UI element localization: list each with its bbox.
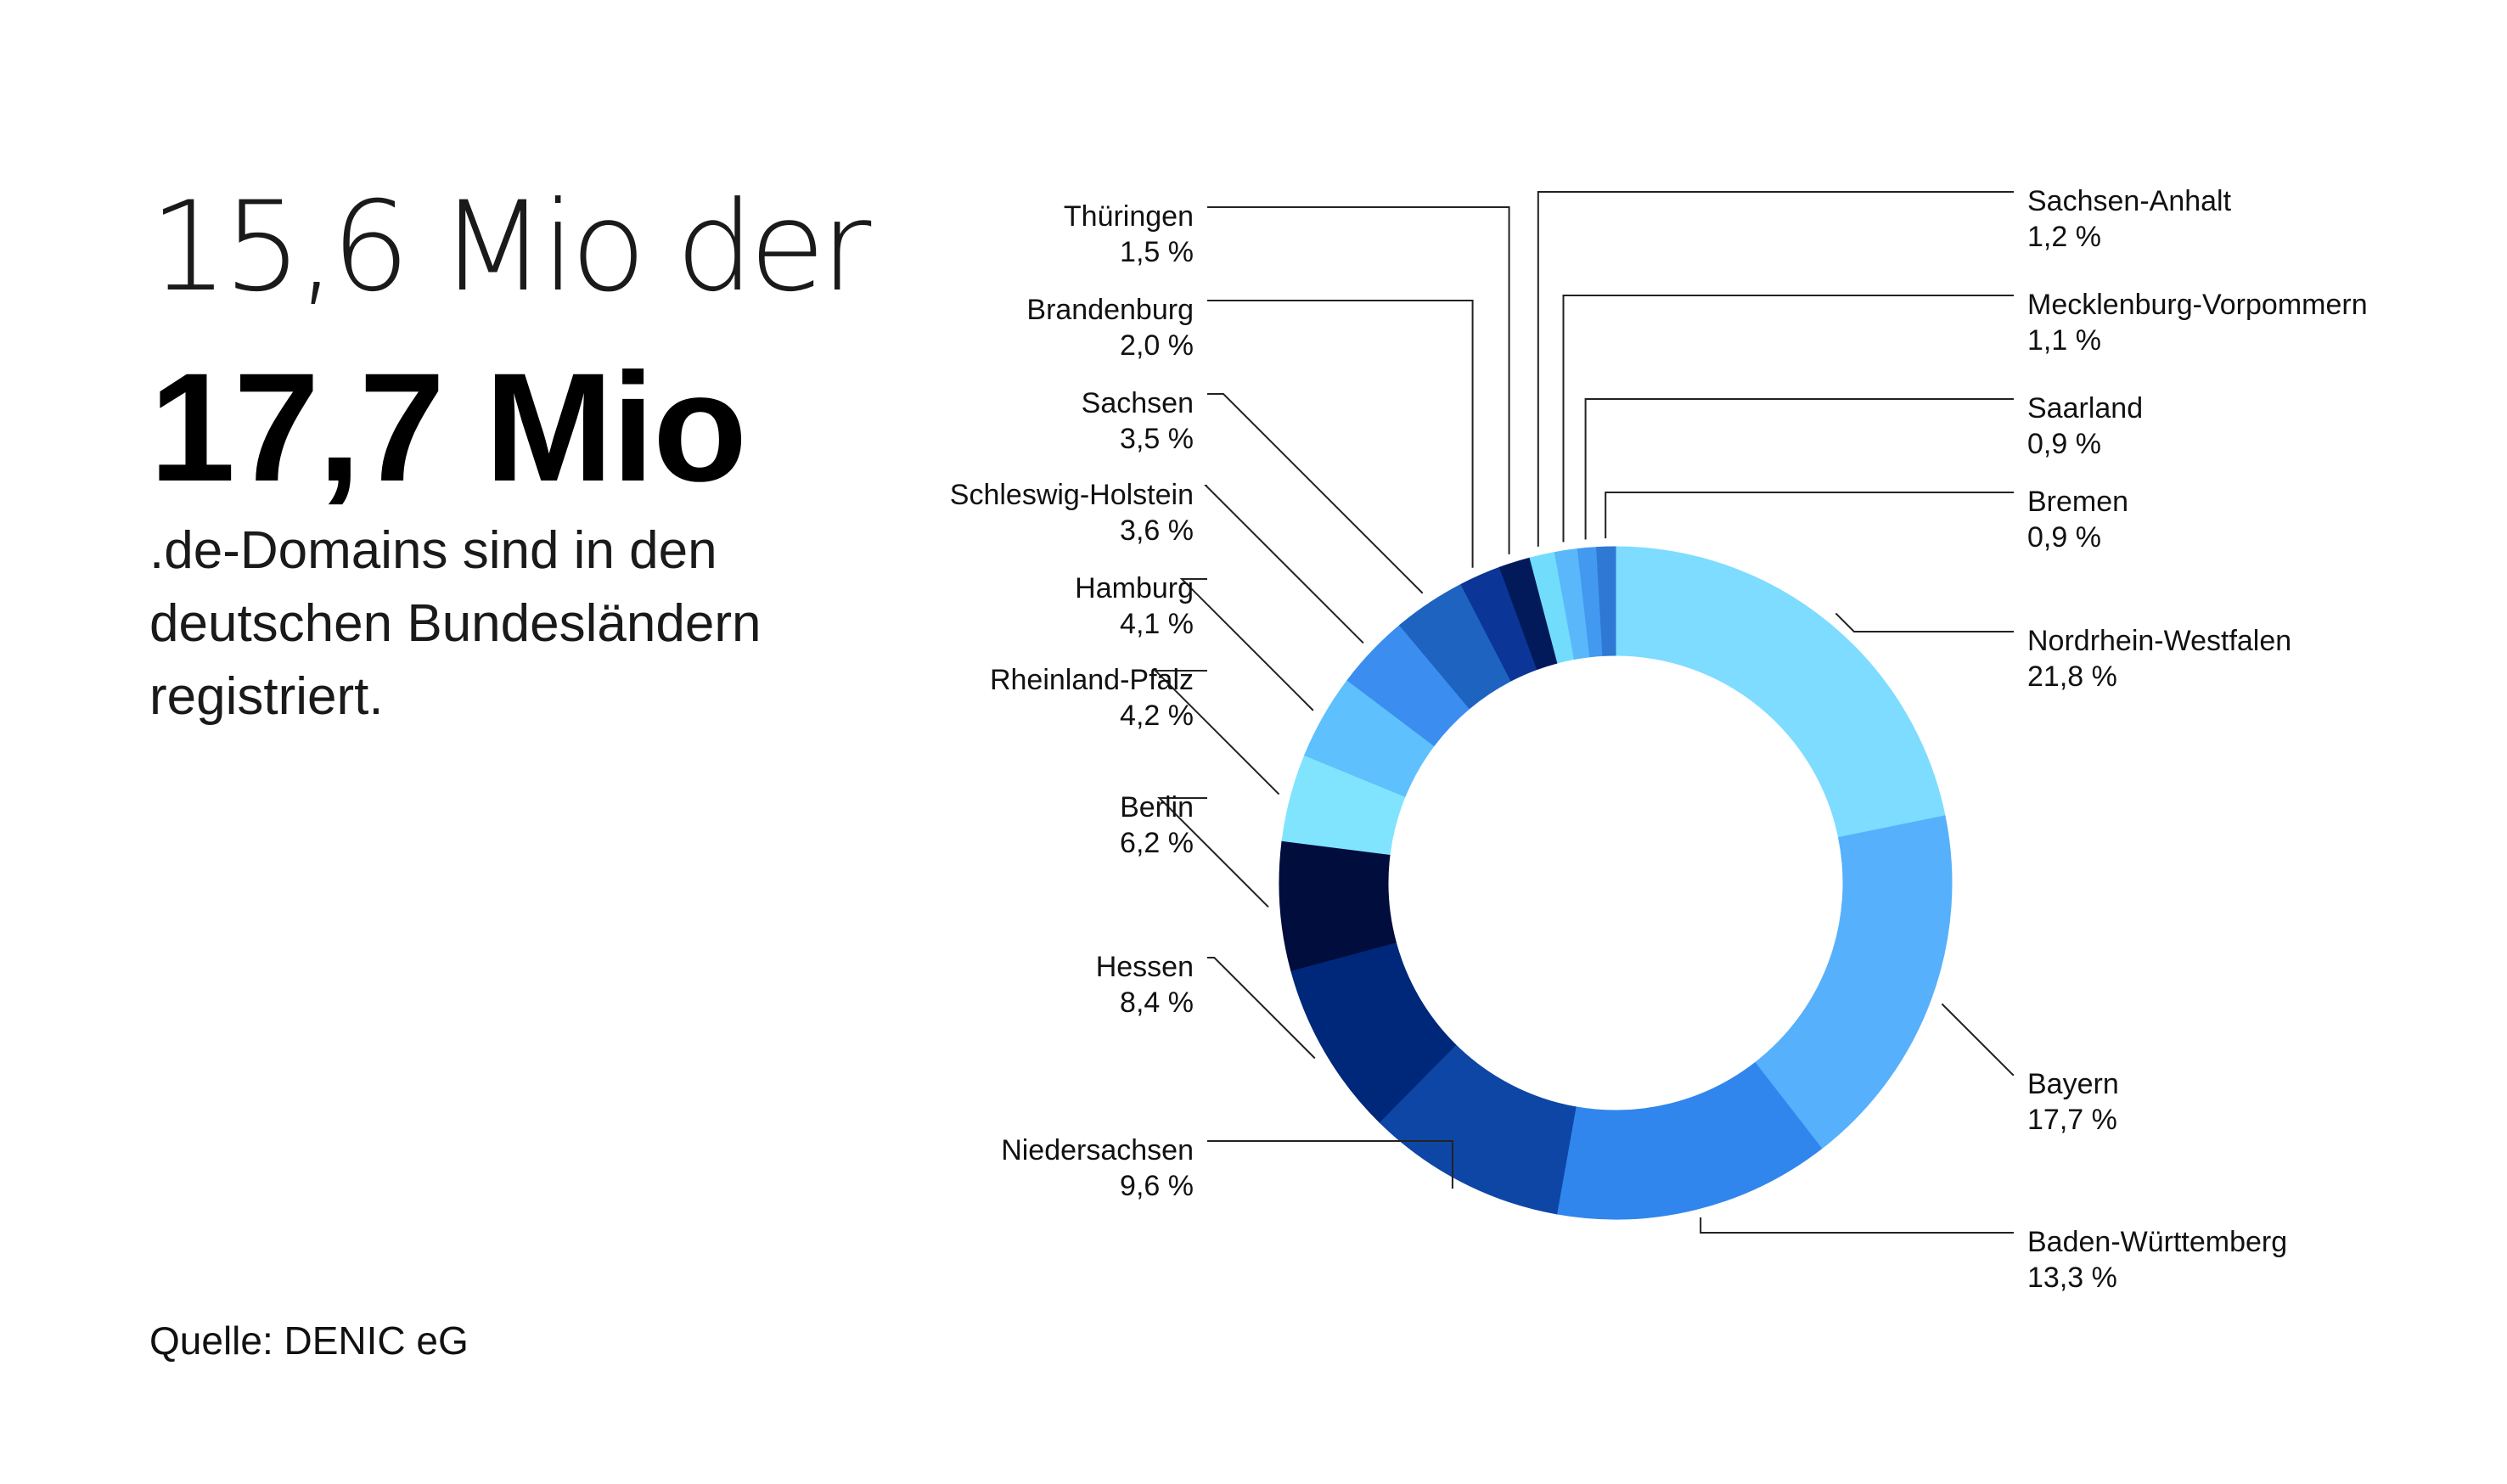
leader-hamburg: [1179, 578, 1314, 711]
label-mecklenburg-vorpommern: Mecklenburg-Vorpommern: [2027, 289, 2368, 321]
slice-bremen: [1596, 546, 1616, 656]
label-saarland: Saarland: [2027, 392, 2143, 424]
leader-brandenburg: [1207, 300, 1474, 568]
donut-slices: [1279, 546, 1953, 1220]
leader-niedersachsen: [1207, 1140, 1453, 1189]
value-bremen: 0,9 %: [2027, 521, 2101, 554]
label-sachsen-anhalt: Sachsen-Anhalt: [2027, 185, 2232, 217]
leader-hessen: [1207, 957, 1316, 1060]
leader-thuringen: [1207, 206, 1510, 554]
value-bayern: 17,7 %: [2027, 1104, 2117, 1136]
value-rheinland-pfalz: 4,2 %: [1120, 700, 1194, 732]
label-hamburg: Hamburg: [1075, 572, 1194, 604]
value-sachsen-anhalt: 1,2 %: [2027, 221, 2101, 253]
source-note: Quelle: DENIC eG: [149, 1318, 469, 1363]
leader-nordrhein-westfalen: [1835, 612, 2014, 632]
value-baden-wurttemberg: 13,3 %: [2027, 1262, 2117, 1294]
label-niedersachsen: Niedersachsen: [1001, 1134, 1194, 1166]
label-schleswig-holstein: Schleswig-Holstein: [950, 479, 1194, 511]
leader-lines: [1153, 191, 2014, 1234]
headline-description-line-3: registriert.: [149, 667, 384, 726]
value-saarland: 0,9 %: [2027, 428, 2101, 460]
value-mecklenburg-vorpommern: 1,1 %: [2027, 324, 2101, 357]
label-nordrhein-westfalen: Nordrhein-Westfalen: [2027, 625, 2291, 657]
slice-bayern: [1754, 815, 1953, 1150]
leader-schleswig-holstein: [1204, 485, 1364, 644]
leader-mecklenburg-vorpommern: [1562, 295, 2014, 542]
value-thuringen: 1,5 %: [1120, 236, 1194, 268]
leader-sachsen: [1207, 393, 1424, 594]
leader-bremen: [1605, 492, 2014, 539]
headline-total-domains: 17,7 Mio: [149, 340, 747, 514]
label-berlin: Berlin: [1120, 791, 1194, 824]
leader-sachsen-anhalt: [1537, 191, 2014, 547]
leader-berlin: [1157, 797, 1269, 908]
label-sachsen: Sachsen: [1082, 387, 1194, 419]
label-rheinland-pfalz: Rheinland-Pfalz: [990, 664, 1194, 696]
value-berlin: 6,2 %: [1120, 827, 1194, 859]
leader-baden-wurttemberg: [1700, 1217, 2014, 1234]
headline-description: .de-Domains sind in den deutschen Bundes…: [149, 514, 761, 734]
label-baden-wurttemberg: Baden-Württemberg: [2027, 1226, 2287, 1258]
value-hessen: 8,4 %: [1120, 987, 1194, 1019]
slice-nordrhein-westfalen: [1615, 546, 1946, 839]
headline-description-line-1: .de-Domains sind in den: [149, 521, 717, 580]
value-brandenburg: 2,0 %: [1120, 329, 1194, 362]
leader-bayern: [1941, 1003, 2014, 1076]
headline-total-registered: 15,6 Mio der: [149, 175, 871, 319]
headline-description-line-2: deutschen Bundesländern: [149, 594, 762, 653]
value-hamburg: 4,1 %: [1120, 608, 1194, 640]
leader-rheinland-pfalz: [1153, 670, 1280, 795]
value-schleswig-holstein: 3,6 %: [1120, 514, 1194, 547]
label-hessen: Hessen: [1096, 951, 1194, 983]
label-bayern: Bayern: [2027, 1068, 2119, 1100]
leader-saarland: [1584, 398, 2014, 540]
value-niedersachsen: 9,6 %: [1120, 1170, 1194, 1202]
label-thuringen: Thüringen: [1064, 200, 1194, 233]
label-brandenburg: Brandenburg: [1026, 294, 1194, 326]
value-nordrhein-westfalen: 21,8 %: [2027, 660, 2117, 693]
label-bremen: Bremen: [2027, 486, 2128, 518]
value-sachsen: 3,5 %: [1120, 423, 1194, 455]
